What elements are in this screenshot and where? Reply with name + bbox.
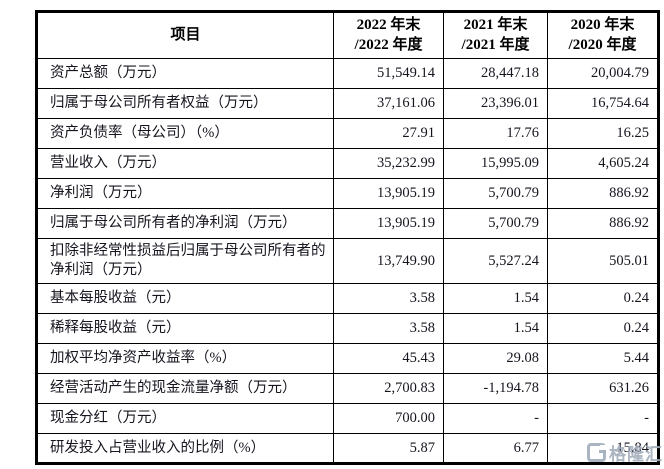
table-row: 现金分红（万元） 700.00 - -	[36, 403, 659, 434]
table-row: 归属于母公司所有者的净利润（万元） 13,905.19 5,700.79 886…	[36, 208, 659, 239]
cell-2021: 5,700.79	[443, 208, 548, 239]
cell-2020: 505.01	[547, 238, 659, 284]
cell-2020: 5.44	[547, 343, 659, 374]
cell-2022: 13,905.19	[333, 208, 444, 239]
cell-2022: 35,232.99	[333, 148, 444, 179]
col-header-2020: 2020 年末 /2020 年度	[547, 11, 659, 59]
cell-2021: 17.76	[443, 118, 548, 149]
table-header-row: 项目 2022 年末 /2022 年度 2021 年末 /2021 年度 202…	[36, 11, 659, 59]
cell-2022: 13,905.19	[333, 178, 444, 209]
row-label: 现金分红（万元）	[36, 403, 334, 434]
cell-2020: 886.92	[547, 178, 659, 209]
table-row: 资产负债率（母公司）（%） 27.91 17.76 16.25	[36, 118, 659, 149]
cell-2021: 15,995.09	[443, 148, 548, 179]
row-label: 资产总额（万元）	[36, 58, 334, 89]
cell-2021: 5,527.24	[443, 238, 548, 284]
table-row: 加权平均净资产收益率（%） 45.43 29.08 5.44	[36, 343, 659, 374]
cell-2021: 29.08	[443, 343, 548, 374]
col-header-2021: 2021 年末 /2021 年度	[443, 11, 548, 59]
row-label: 加权平均净资产收益率（%）	[36, 343, 334, 374]
cell-2021: -1,194.78	[443, 373, 548, 404]
cell-2020: 16.25	[547, 118, 659, 149]
row-label: 扣除非经常性损益后归属于母公司所有者的 净利润（万元）	[36, 238, 334, 284]
cell-2021: -	[443, 403, 548, 434]
table-row: 基本每股收益（元） 3.58 1.54 0.24	[36, 283, 659, 314]
cell-2020: 0.24	[547, 313, 659, 344]
cell-2020: 16,754.64	[547, 88, 659, 119]
cell-2021: 28,447.18	[443, 58, 548, 89]
cell-2021: 5,700.79	[443, 178, 548, 209]
cell-2022: 3.58	[333, 313, 444, 344]
table-row: 净利润（万元） 13,905.19 5,700.79 886.92	[36, 178, 659, 209]
col-header-item: 项目	[36, 11, 334, 59]
cell-2022: 37,161.06	[333, 88, 444, 119]
cell-2022: 700.00	[333, 403, 444, 434]
cell-2020: 15.84	[547, 433, 659, 464]
row-label: 净利润（万元）	[36, 178, 334, 209]
cell-2020: 631.26	[547, 373, 659, 404]
financial-summary-table: 项目 2022 年末 /2022 年度 2021 年末 /2021 年度 202…	[35, 10, 660, 465]
cell-2021: 1.54	[443, 283, 548, 314]
cell-2021: 23,396.01	[443, 88, 548, 119]
cell-2021: 1.54	[443, 313, 548, 344]
table-row: 资产总额（万元） 51,549.14 28,447.18 20,004.79	[36, 58, 659, 89]
table-row: 稀释每股收益（元） 3.58 1.54 0.24	[36, 313, 659, 344]
row-label: 经营活动产生的现金流量净额（万元）	[36, 373, 334, 404]
cell-2020: 886.92	[547, 208, 659, 239]
cell-2022: 27.91	[333, 118, 444, 149]
row-label: 资产负债率（母公司）（%）	[36, 118, 334, 149]
cell-2022: 13,749.90	[333, 238, 444, 284]
cell-2020: 20,004.79	[547, 58, 659, 89]
cell-2022: 3.58	[333, 283, 444, 314]
table-row: 营业收入（万元） 35,232.99 15,995.09 4,605.24	[36, 148, 659, 179]
cell-2020: -	[547, 403, 659, 434]
row-label: 基本每股收益（元）	[36, 283, 334, 314]
row-label: 归属于母公司所有者的净利润（万元）	[36, 208, 334, 239]
cell-2022: 2,700.83	[333, 373, 444, 404]
cell-2022: 5.87	[333, 433, 444, 464]
cell-2020: 4,605.24	[547, 148, 659, 179]
row-label: 研发投入占营业收入的比例（%）	[36, 433, 334, 464]
cell-2022: 51,549.14	[333, 58, 444, 89]
table-row: 归属于母公司所有者权益（万元） 37,161.06 23,396.01 16,7…	[36, 88, 659, 119]
cell-2020: 0.24	[547, 283, 659, 314]
table-row: 研发投入占营业收入的比例（%） 5.87 6.77 15.84	[36, 433, 659, 464]
row-label: 稀释每股收益（元）	[36, 313, 334, 344]
table-row: 经营活动产生的现金流量净额（万元） 2,700.83 -1,194.78 631…	[36, 373, 659, 404]
row-label: 营业收入（万元）	[36, 148, 334, 179]
cell-2021: 6.77	[443, 433, 548, 464]
cell-2022: 45.43	[333, 343, 444, 374]
col-header-2022: 2022 年末 /2022 年度	[333, 11, 444, 59]
row-label: 归属于母公司所有者权益（万元）	[36, 88, 334, 119]
table-row: 扣除非经常性损益后归属于母公司所有者的 净利润（万元） 13,749.90 5,…	[36, 238, 659, 284]
